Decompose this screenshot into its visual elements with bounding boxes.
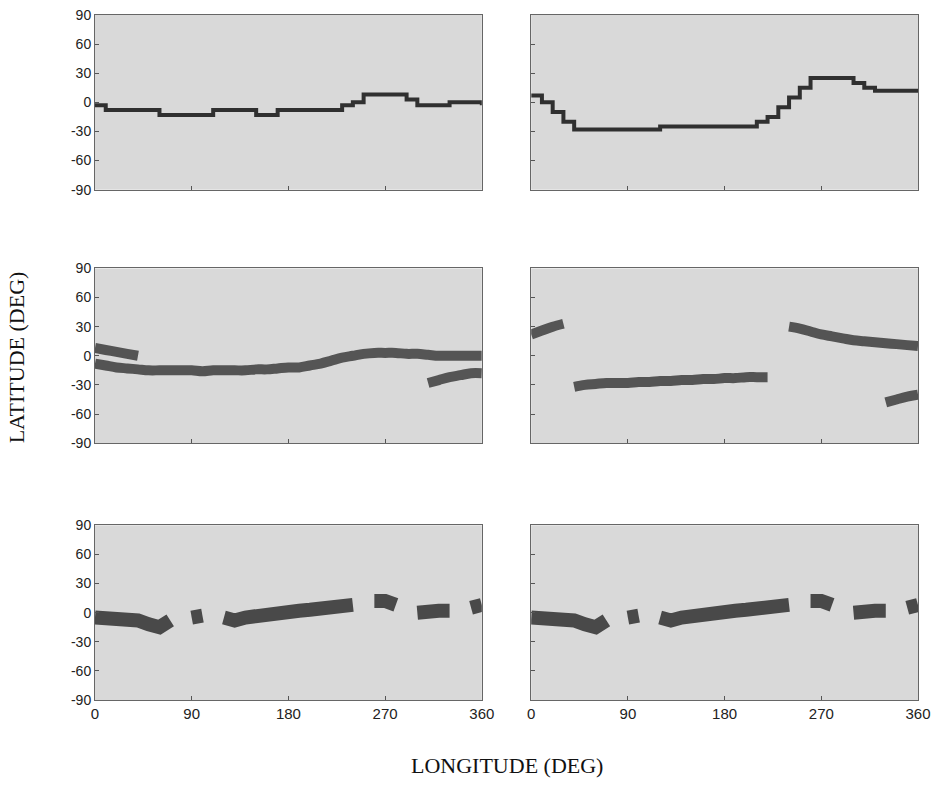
svg-text:360: 360 [905,705,930,722]
svg-text:90: 90 [620,705,637,722]
svg-text:270: 270 [373,705,398,722]
svg-text:0: 0 [83,94,91,110]
svg-text:30: 30 [76,65,92,81]
svg-text:-90: -90 [71,435,91,451]
svg-text:0: 0 [91,705,99,722]
svg-text:-90: -90 [71,692,91,708]
svg-text:60: 60 [76,36,92,52]
svg-text:90: 90 [76,517,92,533]
svg-text:0: 0 [83,348,91,364]
svg-text:90: 90 [76,260,92,276]
svg-text:60: 60 [76,289,92,305]
svg-text:60: 60 [76,546,92,562]
svg-text:90: 90 [76,7,92,23]
svg-text:30: 30 [76,575,92,591]
svg-text:LONGITUDE (DEG): LONGITUDE (DEG) [411,753,603,778]
svg-text:-60: -60 [71,663,91,679]
svg-text:180: 180 [712,705,737,722]
svg-text:LATITUDE (DEG): LATITUDE (DEG) [4,272,29,444]
svg-text:270: 270 [809,705,834,722]
svg-text:-30: -30 [71,377,91,393]
svg-text:-60: -60 [71,406,91,422]
svg-text:-30: -30 [71,634,91,650]
svg-text:0: 0 [527,705,535,722]
svg-text:30: 30 [76,319,92,335]
svg-text:-30: -30 [71,123,91,139]
svg-text:180: 180 [276,705,301,722]
svg-text:360: 360 [469,705,494,722]
svg-text:-60: -60 [71,152,91,168]
svg-text:90: 90 [183,705,200,722]
svg-text:0: 0 [83,605,91,621]
svg-text:-90: -90 [71,182,91,198]
